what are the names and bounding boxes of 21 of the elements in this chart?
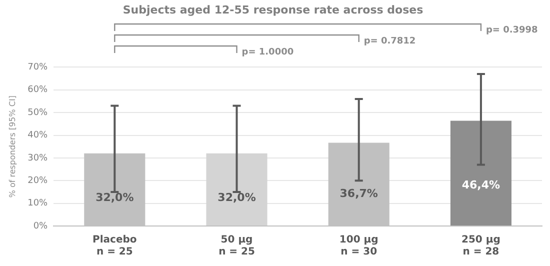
data-label: 32,0% [96,190,134,204]
chart-title: Subjects aged 12-55 response rate across doses [122,3,424,16]
y-tick-label: 60% [28,85,48,96]
x-tick-label: 100 µg n = 30 [339,234,378,258]
y-tick-label: 20% [28,176,48,186]
data-label: 32,0% [218,190,256,204]
text: p= 0.3998 [486,25,538,36]
x-tick-label: 50 µg n = 25 [218,234,255,258]
y-tick-label: 30% [28,153,48,164]
x-tick-label: 250 µg n = 28 [462,234,500,258]
data-label: 46,4% [462,178,500,192]
y-tick-label: 40% [28,130,48,141]
text: p= 0.7812 [364,36,416,46]
y-axis-title: % of responders [95% CI] [8,96,17,198]
text: p= 1.0000 [242,47,294,58]
data-label: 36,7% [340,186,378,200]
y-tick-label: 10% [28,198,48,209]
y-tick-label: 70% [28,62,48,73]
y-tick-label: 0% [33,221,48,232]
y-tick-label: 50% [28,108,48,118]
x-tick-label: Placebo n = 25 [92,234,137,258]
